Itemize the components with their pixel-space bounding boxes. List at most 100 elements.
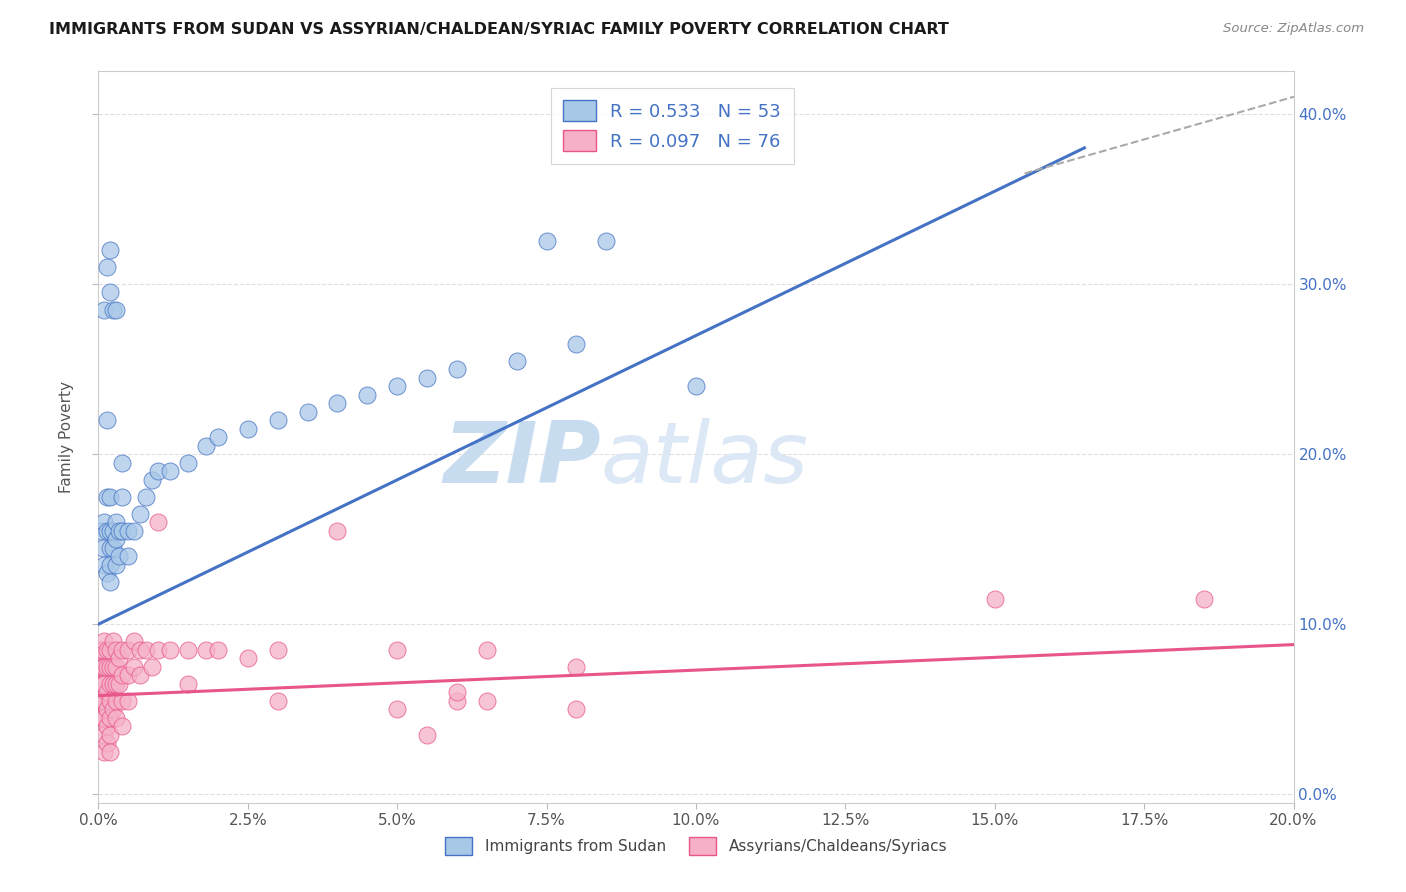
Point (385, 702, 409, 716)
Point (177, 642, 200, 657)
Point (91, 694, 114, 708)
Point (89, 642, 111, 657)
Point (96, 566, 118, 581)
Point (984, 591, 1007, 606)
Point (93, 558, 115, 572)
Point (135, 642, 157, 657)
Point (117, 668, 139, 682)
Point (385, 379, 409, 393)
Point (595, 235, 617, 249)
Point (267, 694, 290, 708)
Point (326, 396, 349, 410)
Point (103, 634, 125, 648)
Point (93, 659, 115, 673)
Point (105, 532, 128, 546)
Point (98, 659, 122, 673)
Point (356, 387, 378, 401)
Point (96, 719, 118, 733)
Point (93, 711, 115, 725)
Point (475, 694, 498, 708)
Point (93, 745, 115, 759)
Point (103, 524, 125, 538)
Point (96, 685, 118, 699)
Point (416, 370, 439, 384)
Point (111, 456, 134, 470)
Point (96, 659, 118, 673)
Point (96, 524, 118, 538)
Point (105, 694, 128, 708)
Point (93, 515, 115, 529)
Point (141, 473, 163, 487)
Point (129, 668, 152, 682)
Point (565, 659, 588, 673)
Point (105, 677, 128, 691)
Point (91, 642, 114, 657)
Point (111, 642, 134, 657)
Point (129, 642, 152, 657)
Point (446, 694, 468, 708)
Point (267, 642, 290, 657)
Point (297, 404, 319, 418)
Point (111, 719, 134, 733)
Text: IMMIGRANTS FROM SUDAN VS ASSYRIAN/CHALDEAN/SYRIAC FAMILY POVERTY CORRELATION CHA: IMMIGRANTS FROM SUDAN VS ASSYRIAN/CHALDE… (49, 22, 949, 37)
Point (111, 668, 134, 682)
Text: Source: ZipAtlas.com: Source: ZipAtlas.com (1223, 22, 1364, 36)
Point (98, 728, 122, 742)
Point (105, 515, 128, 529)
Point (565, 336, 588, 351)
Point (91, 711, 114, 725)
Point (96, 736, 118, 750)
Point (105, 558, 128, 572)
Point (124, 634, 146, 648)
Point (565, 702, 588, 716)
Point (446, 362, 468, 376)
Point (103, 702, 125, 716)
Point (135, 490, 157, 504)
Point (124, 659, 146, 673)
Text: ZIP: ZIP (443, 417, 600, 500)
Point (98, 541, 122, 555)
Point (108, 677, 131, 691)
Point (177, 677, 200, 691)
Point (105, 642, 128, 657)
Point (475, 642, 498, 657)
Point (416, 728, 439, 742)
Point (90, 677, 112, 691)
Legend: Immigrants from Sudan, Assyrians/Chaldeans/Syriacs: Immigrants from Sudan, Assyrians/Chaldea… (439, 831, 953, 861)
Point (129, 507, 152, 521)
Point (103, 302, 125, 317)
Point (506, 353, 529, 368)
Point (98, 243, 122, 257)
Point (93, 302, 115, 317)
Point (96, 702, 118, 716)
Point (103, 677, 125, 691)
Point (90, 659, 112, 673)
Point (117, 642, 139, 657)
Point (91, 659, 114, 673)
Point (117, 694, 139, 708)
Point (98, 694, 122, 708)
Point (124, 524, 146, 538)
Point (177, 456, 200, 470)
Point (90, 694, 112, 708)
Point (98, 285, 122, 300)
Point (446, 685, 468, 699)
Text: atlas: atlas (600, 417, 808, 500)
Point (141, 659, 163, 673)
Point (1192, 591, 1215, 606)
Point (98, 745, 122, 759)
Point (385, 642, 409, 657)
Y-axis label: Family Poverty: Family Poverty (59, 381, 75, 493)
Point (105, 711, 128, 725)
Point (117, 549, 139, 563)
Point (148, 515, 170, 529)
Point (108, 549, 131, 563)
Point (98, 711, 122, 725)
Point (685, 379, 707, 393)
Point (93, 728, 115, 742)
Point (111, 490, 134, 504)
Point (105, 659, 128, 673)
Point (195, 642, 218, 657)
Point (103, 541, 125, 555)
Point (267, 413, 290, 427)
